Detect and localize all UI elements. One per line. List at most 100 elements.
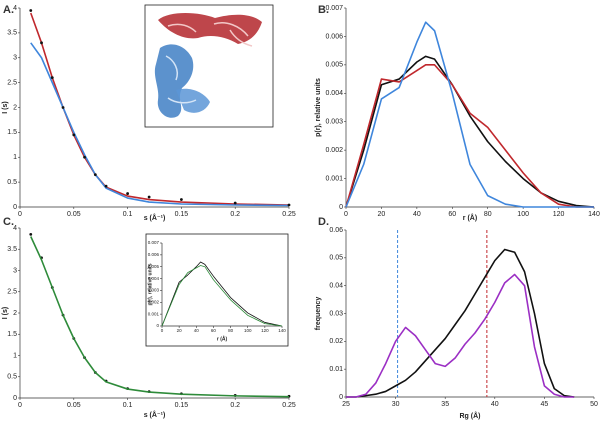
x-tick-label: 20 bbox=[177, 328, 183, 333]
y-tick-label: 0.5 bbox=[7, 374, 17, 381]
y-tick-label: 1.5 bbox=[7, 331, 17, 338]
x-tick-label: 0.15 bbox=[175, 402, 189, 409]
y-tick-label: 0.006 bbox=[325, 33, 343, 40]
data-point bbox=[40, 41, 43, 45]
y-tick-label: 0.001 bbox=[325, 175, 343, 182]
y-tick-label: 3 bbox=[13, 267, 17, 274]
y-tick-label: 1 bbox=[13, 154, 17, 161]
y-axis-title: frequency bbox=[315, 297, 322, 331]
x-tick-label: 0 bbox=[18, 402, 22, 409]
series-line bbox=[346, 248, 575, 398]
y-tick-label: 0.003 bbox=[148, 288, 160, 293]
data-point bbox=[126, 192, 129, 195]
series-line bbox=[345, 21, 594, 208]
y-tick-label: 1.5 bbox=[7, 129, 17, 136]
x-tick-label: 0.25 bbox=[282, 402, 296, 409]
x-tick-label: 25 bbox=[342, 401, 350, 408]
x-tick-label: 80 bbox=[228, 328, 234, 333]
x-tick-label: 60 bbox=[448, 211, 456, 218]
x-tick-label: 120 bbox=[553, 211, 565, 218]
x-tick-label: 0.05 bbox=[67, 402, 81, 409]
y-tick-label: 0.04 bbox=[329, 283, 343, 290]
y-axis-title: p(r), relative units bbox=[315, 78, 322, 137]
x-tick-label: 80 bbox=[484, 211, 492, 218]
x-tick-label: 0 bbox=[344, 211, 348, 218]
x-tick-label: 50 bbox=[590, 401, 598, 408]
y-tick-label: 0 bbox=[339, 204, 343, 211]
y-tick-label: 0.005 bbox=[325, 62, 343, 69]
data-point bbox=[287, 203, 291, 207]
x-tick-label: 0.15 bbox=[175, 211, 189, 218]
y-tick-label: 3 bbox=[13, 55, 17, 62]
y-axis-title: p(r), relative units bbox=[147, 263, 153, 305]
data-point bbox=[72, 133, 76, 137]
y-tick-label: 2 bbox=[13, 310, 17, 317]
y-tick-label: 0.006 bbox=[148, 252, 160, 257]
x-axis-title: s (Å⁻¹) bbox=[144, 410, 166, 419]
panel-letter: C. bbox=[3, 216, 14, 228]
data-point bbox=[29, 232, 33, 236]
x-tick-label: 20 bbox=[378, 211, 386, 218]
series-line bbox=[346, 273, 575, 398]
data-point bbox=[233, 201, 237, 205]
y-axis-title: I (s) bbox=[2, 307, 9, 319]
data-point bbox=[61, 106, 65, 109]
structure-inset bbox=[144, 4, 274, 128]
x-axis-title: Rg (Å) bbox=[460, 411, 481, 420]
y-axis-title: I (s) bbox=[2, 101, 9, 113]
y-tick-label: 0.007 bbox=[325, 5, 343, 12]
data-point bbox=[180, 198, 183, 201]
y-tick-label: 4 bbox=[13, 5, 17, 12]
y-tick-label: 0.002 bbox=[325, 147, 343, 154]
x-axis-title: r (Å) bbox=[463, 213, 477, 222]
x-tick-label: 120 bbox=[261, 328, 269, 333]
x-axis-title: r (Å) bbox=[217, 335, 228, 342]
inset-frame bbox=[145, 233, 289, 347]
y-tick-label: 0.01 bbox=[329, 366, 343, 373]
y-tick-label: 3.5 bbox=[7, 246, 17, 253]
y-tick-label: 0.03 bbox=[329, 310, 343, 317]
x-tick-label: 100 bbox=[517, 211, 529, 218]
x-tick-label: 100 bbox=[244, 328, 252, 333]
y-tick-label: 0.007 bbox=[148, 240, 160, 245]
x-tick-label: 40 bbox=[491, 401, 499, 408]
y-tick-label: 1 bbox=[13, 352, 17, 359]
y-tick-label: 4 bbox=[13, 225, 17, 232]
y-tick-label: 0 bbox=[13, 204, 17, 211]
x-tick-label: 0.1 bbox=[123, 211, 133, 218]
data-point bbox=[93, 173, 97, 177]
y-tick-label: 0.004 bbox=[148, 276, 160, 281]
x-tick-label: 35 bbox=[441, 401, 449, 408]
y-tick-label: 3.5 bbox=[7, 30, 17, 37]
x-tick-label: 0 bbox=[161, 328, 164, 333]
y-tick-label: 0 bbox=[339, 394, 343, 401]
data-point bbox=[104, 184, 108, 188]
data-point bbox=[147, 195, 151, 199]
y-tick-label: 0.001 bbox=[148, 311, 160, 316]
y-tick-label: 0.004 bbox=[325, 90, 343, 97]
x-tick-label: 0 bbox=[18, 211, 22, 218]
data-point bbox=[50, 76, 54, 80]
y-tick-label: 0.003 bbox=[325, 119, 343, 126]
y-tick-label: 0.05 bbox=[329, 255, 343, 262]
panel-letter: D. bbox=[318, 216, 329, 228]
x-tick-label: 60 bbox=[211, 328, 217, 333]
y-tick-label: 2.5 bbox=[7, 289, 17, 296]
y-tick-label: 0.005 bbox=[148, 264, 160, 269]
data-point bbox=[29, 9, 33, 12]
x-tick-label: 140 bbox=[278, 328, 286, 333]
panel-letter: A. bbox=[3, 4, 14, 16]
x-tick-label: 40 bbox=[413, 211, 421, 218]
series-line bbox=[30, 236, 290, 398]
series-line bbox=[161, 265, 283, 327]
y-tick-label: 2 bbox=[13, 104, 17, 111]
series-line bbox=[161, 261, 283, 327]
x-axis-title: s (Å⁻¹) bbox=[144, 213, 166, 222]
x-tick-label: 0.25 bbox=[282, 211, 296, 218]
x-tick-label: 0.2 bbox=[230, 211, 240, 218]
x-tick-label: 45 bbox=[541, 401, 549, 408]
x-tick-label: 140 bbox=[588, 211, 600, 218]
x-tick-label: 0.1 bbox=[123, 402, 133, 409]
